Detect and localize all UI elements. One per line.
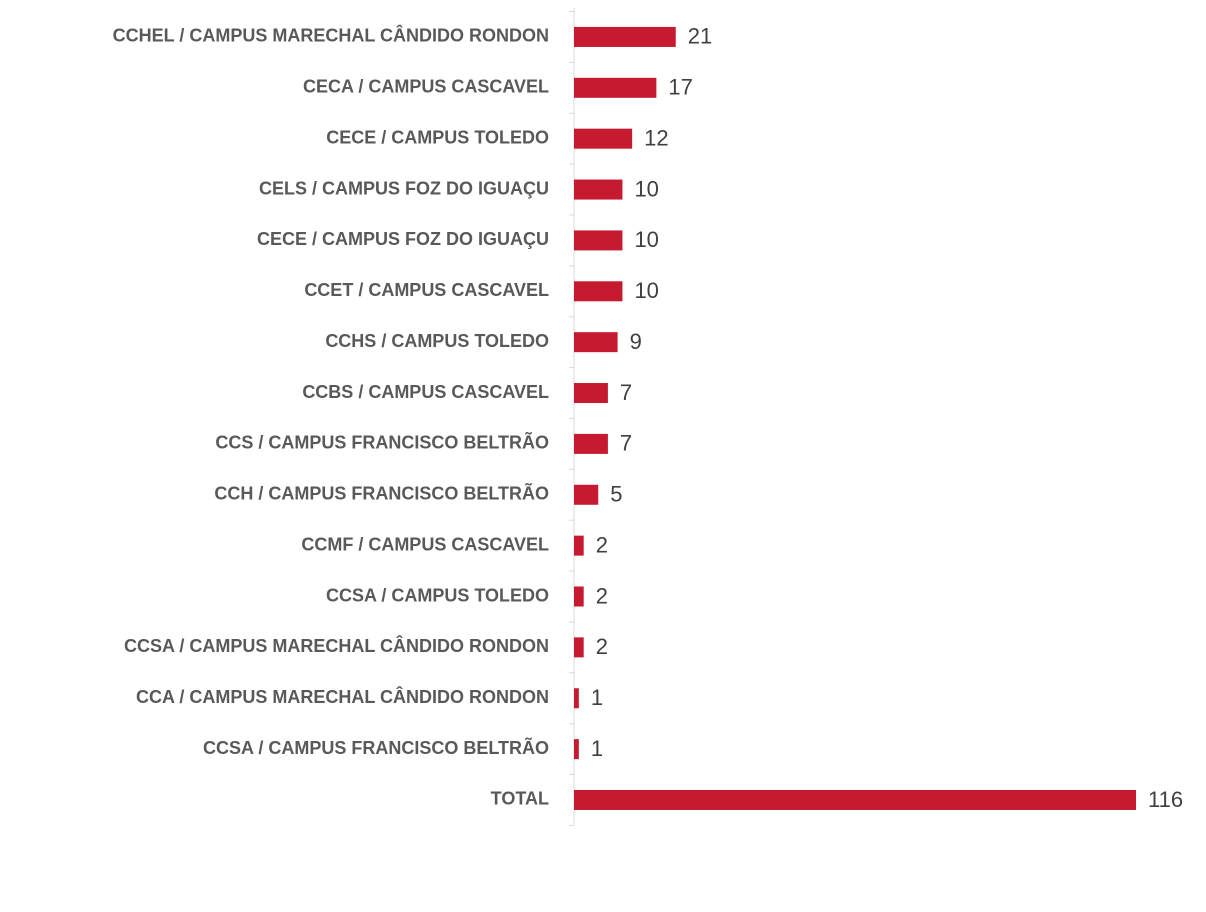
bar [574, 281, 623, 302]
value-label: 7 [620, 380, 632, 405]
value-label: 12 [644, 125, 668, 150]
category-label: CCET / CAMPUS CASCAVEL [304, 280, 549, 300]
category-label: CCMF / CAMPUS CASCAVEL [301, 534, 549, 554]
category-label: CCHS / CAMPUS TOLEDO [325, 331, 549, 351]
value-label: 10 [634, 227, 658, 252]
value-label: 7 [620, 431, 632, 456]
bar [574, 332, 618, 353]
bar [574, 26, 676, 47]
category-label: TOTAL [491, 789, 549, 809]
category-label: CCHEL / CAMPUS MARECHAL CÂNDIDO RONDON [113, 25, 549, 46]
category-label: CECA / CAMPUS CASCAVEL [303, 77, 549, 97]
category-label: CCSA / CAMPUS TOLEDO [326, 585, 549, 605]
value-label: 2 [596, 532, 608, 557]
category-label: CELS / CAMPUS FOZ DO IGUAÇU [259, 178, 549, 198]
category-label: CCA / CAMPUS MARECHAL CÂNDIDO RONDON [136, 686, 549, 707]
bar [574, 77, 657, 98]
value-label: 1 [591, 736, 603, 761]
value-label: 21 [688, 24, 712, 49]
bar [574, 128, 633, 149]
bar [574, 586, 584, 607]
bar [574, 688, 579, 709]
value-label: 2 [596, 583, 608, 608]
bar [574, 789, 1137, 810]
value-label: 10 [634, 278, 658, 303]
value-label: 2 [596, 634, 608, 659]
category-label: CECE / CAMPUS FOZ DO IGUAÇU [257, 229, 549, 249]
value-label: 10 [634, 176, 658, 201]
bar [574, 179, 623, 200]
category-label: CCH / CAMPUS FRANCISCO BELTRÃO [214, 483, 549, 504]
category-label: CCBS / CAMPUS CASCAVEL [302, 382, 549, 402]
bar [574, 433, 608, 454]
bar [574, 484, 599, 505]
bar [574, 535, 584, 556]
value-label: 1 [591, 685, 603, 710]
category-label: CECE / CAMPUS TOLEDO [326, 127, 549, 147]
bar [574, 739, 579, 760]
bar [574, 230, 623, 251]
category-label: CCSA / CAMPUS FRANCISCO BELTRÃO [203, 737, 549, 758]
category-label: CCSA / CAMPUS MARECHAL CÂNDIDO RONDON [124, 635, 549, 656]
value-label: 17 [668, 75, 692, 100]
value-label: 116 [1148, 787, 1183, 812]
bar [574, 637, 584, 658]
bar [574, 383, 608, 404]
value-label: 9 [630, 329, 642, 354]
category-label: CCS / CAMPUS FRANCISCO BELTRÃO [215, 432, 549, 453]
value-label: 5 [610, 482, 622, 507]
